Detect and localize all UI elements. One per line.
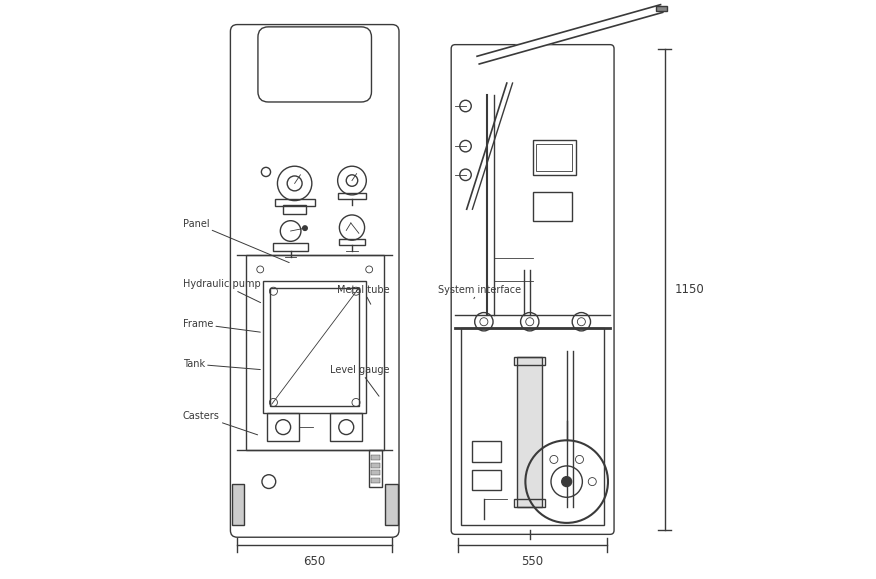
Bar <box>371 455 380 460</box>
Bar <box>270 288 359 406</box>
Bar <box>231 485 244 525</box>
Bar <box>514 499 545 507</box>
Bar <box>385 485 398 525</box>
Bar <box>263 281 366 413</box>
Bar <box>337 193 366 199</box>
Bar <box>656 6 668 12</box>
Text: Metal tube: Metal tube <box>336 284 389 304</box>
Text: Frame: Frame <box>183 319 260 332</box>
Bar <box>274 200 314 206</box>
Bar <box>246 255 384 450</box>
Polygon shape <box>477 5 663 64</box>
Bar <box>533 140 576 175</box>
Text: System interface: System interface <box>438 284 521 299</box>
Circle shape <box>303 226 307 230</box>
Bar <box>472 470 501 490</box>
Bar <box>536 144 572 171</box>
Bar <box>472 441 501 461</box>
Bar <box>267 413 300 441</box>
Bar <box>371 463 380 468</box>
Bar <box>371 470 380 475</box>
FancyBboxPatch shape <box>230 24 399 537</box>
Bar <box>461 328 604 525</box>
Bar <box>330 413 363 441</box>
Text: Casters: Casters <box>183 411 258 435</box>
FancyBboxPatch shape <box>258 27 371 102</box>
Circle shape <box>562 477 572 486</box>
Bar <box>371 478 380 483</box>
Text: Hydraulic pump: Hydraulic pump <box>183 278 260 303</box>
FancyBboxPatch shape <box>451 45 614 534</box>
Text: Panel: Panel <box>183 218 289 263</box>
Bar <box>369 450 382 488</box>
Text: 650: 650 <box>304 555 326 568</box>
Text: 550: 550 <box>521 555 544 568</box>
Bar <box>273 243 307 251</box>
Bar <box>339 239 364 245</box>
Text: Tank: Tank <box>183 359 260 369</box>
Bar <box>533 192 572 221</box>
Text: Level gauge: Level gauge <box>329 365 389 396</box>
Bar <box>283 204 306 214</box>
Text: 1150: 1150 <box>675 283 704 296</box>
Bar <box>514 357 545 365</box>
Bar <box>517 357 542 507</box>
